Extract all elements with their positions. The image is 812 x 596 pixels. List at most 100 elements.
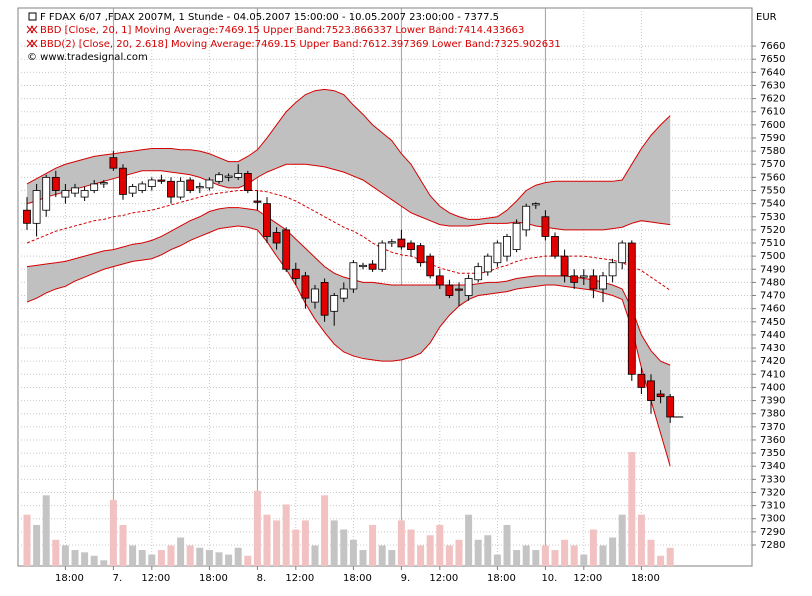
candle-body bbox=[90, 183, 99, 191]
y-tick-label: 7630 bbox=[760, 80, 785, 91]
volume-bar bbox=[618, 514, 626, 566]
candle-body bbox=[445, 284, 454, 296]
candle-body bbox=[138, 183, 147, 191]
candle-body bbox=[253, 200, 262, 203]
x-tick-label: 18:00 bbox=[199, 573, 228, 584]
candle-body bbox=[426, 255, 435, 277]
volume-bar bbox=[407, 529, 415, 566]
volume-bar bbox=[589, 529, 597, 566]
volume-bar bbox=[513, 550, 521, 566]
x-tick-label: 18:00 bbox=[55, 573, 84, 584]
volume-bar bbox=[33, 524, 41, 566]
y-tick-label: 7340 bbox=[760, 461, 785, 472]
volume-bar bbox=[301, 520, 309, 566]
volume-bar bbox=[71, 550, 79, 566]
y-tick-label: 7450 bbox=[760, 317, 785, 328]
volume-bar bbox=[157, 550, 165, 566]
y-tick-label: 7540 bbox=[760, 199, 785, 210]
candle-body bbox=[282, 229, 291, 270]
x-tick-label: 18:00 bbox=[487, 573, 516, 584]
y-tick-label: 7590 bbox=[760, 133, 785, 144]
y-tick-label: 7350 bbox=[760, 448, 785, 459]
candle-body bbox=[637, 373, 646, 388]
y-tick-label: 7510 bbox=[760, 238, 785, 249]
y-tick-label: 7610 bbox=[760, 107, 785, 118]
candle-body bbox=[474, 266, 483, 281]
volume-bar bbox=[196, 547, 204, 566]
candle-body bbox=[128, 186, 137, 194]
candle-body bbox=[263, 203, 271, 237]
volume-bar bbox=[61, 545, 69, 566]
annotation: BBD [Close, 20, 1] Moving Average:7469.1… bbox=[40, 25, 524, 36]
candle-body bbox=[666, 396, 675, 418]
candle-body bbox=[320, 282, 329, 316]
candle-body bbox=[455, 288, 463, 291]
candle-body bbox=[195, 186, 204, 189]
labels: 7280 7290 7300 7310 7320 7330 7340 7350 7360 7370… bbox=[55, 41, 785, 584]
candle-body bbox=[378, 242, 387, 270]
legend-icon bbox=[26, 39, 38, 48]
candle-body bbox=[349, 262, 358, 290]
volume-bar bbox=[436, 524, 444, 566]
candle-body bbox=[551, 236, 559, 257]
candle-body bbox=[522, 205, 531, 231]
x-tick-label: 10. bbox=[541, 573, 557, 584]
candle-body bbox=[301, 275, 310, 299]
y-tick-label: 7660 bbox=[760, 41, 785, 52]
candle-body bbox=[42, 176, 51, 211]
candle-body bbox=[435, 275, 444, 286]
volume-bar bbox=[263, 514, 271, 566]
band-fill bbox=[27, 89, 671, 230]
volume-bar bbox=[532, 550, 540, 566]
band-line bbox=[26, 88, 671, 220]
candle-body bbox=[541, 216, 550, 237]
volume-bar bbox=[292, 529, 300, 566]
y-tick-label: 7570 bbox=[760, 159, 785, 170]
candle-body bbox=[224, 175, 233, 178]
candle-body bbox=[80, 190, 89, 198]
volume-bar bbox=[359, 550, 367, 566]
candle-body bbox=[32, 190, 41, 224]
candle-body bbox=[61, 190, 70, 198]
volume bbox=[23, 452, 674, 566]
candle-body bbox=[291, 268, 300, 279]
y-tick-label: 7380 bbox=[760, 409, 785, 420]
candle-body bbox=[483, 255, 492, 273]
x-tick-label: 12:00 bbox=[141, 573, 170, 584]
candle-body bbox=[647, 380, 655, 401]
candle-body bbox=[589, 275, 598, 290]
x-tick-label: 18:00 bbox=[631, 573, 660, 584]
band-line bbox=[26, 163, 671, 231]
volume-bar bbox=[100, 560, 108, 566]
volume-bar bbox=[474, 539, 482, 566]
y-tick-label: 7410 bbox=[760, 369, 785, 380]
volume-bar bbox=[205, 550, 213, 566]
candle-body bbox=[618, 242, 627, 264]
candle-body bbox=[656, 393, 665, 398]
candle-body bbox=[234, 173, 243, 178]
volume-bar bbox=[417, 545, 425, 566]
candle-body bbox=[51, 176, 60, 191]
x-tick-label: 12:00 bbox=[285, 573, 314, 584]
volume-bar bbox=[186, 545, 194, 566]
candle-body bbox=[147, 179, 156, 187]
volume-bar bbox=[628, 452, 636, 566]
volume-bar bbox=[81, 552, 89, 566]
candle-body bbox=[23, 209, 31, 224]
y-tick-label: 7650 bbox=[760, 54, 785, 65]
y-tick-label: 7370 bbox=[760, 422, 785, 433]
volume-bar bbox=[666, 547, 674, 566]
volume-bar bbox=[445, 545, 453, 566]
candle-body bbox=[205, 179, 214, 189]
candle-body bbox=[397, 238, 406, 248]
volume-bar bbox=[167, 545, 175, 566]
volume-bar bbox=[119, 524, 127, 566]
volume-bar bbox=[340, 529, 348, 566]
volume-bar bbox=[369, 524, 377, 566]
candle-body bbox=[560, 255, 569, 277]
volume-bar bbox=[42, 495, 50, 566]
candle-body bbox=[99, 182, 108, 185]
y-tick-label: 7300 bbox=[760, 514, 785, 525]
candle-body bbox=[608, 262, 617, 277]
